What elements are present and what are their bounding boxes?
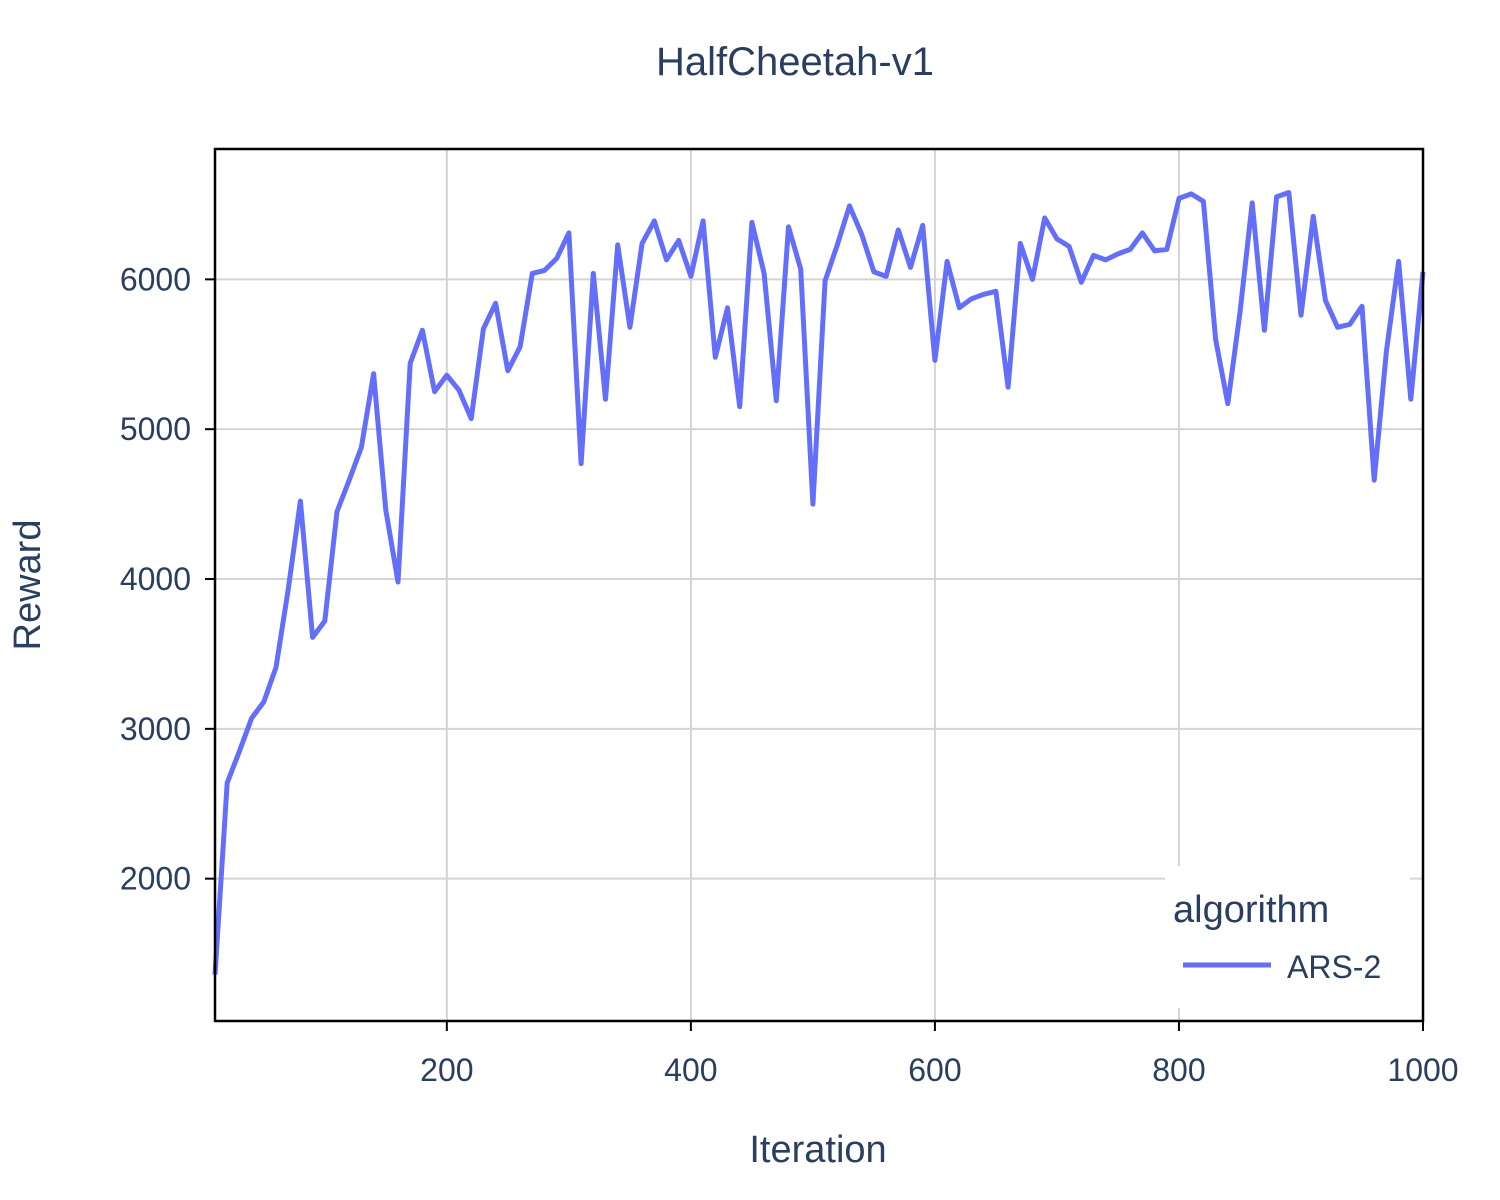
y-axis-label: Reward: [7, 520, 49, 651]
plot-frame: [213, 147, 1425, 1023]
x-tick-label: 200: [420, 1052, 473, 1088]
x-tick-label: 1000: [1387, 1052, 1458, 1088]
x-tick-label: 600: [908, 1052, 961, 1088]
grid-lines: [215, 149, 1424, 1021]
y-tick-label: 4000: [120, 561, 191, 597]
series-layer: [212, 190, 1426, 975]
legend-background: [1165, 866, 1410, 1008]
x-tick-label: 400: [664, 1052, 717, 1088]
y-tick-label: 5000: [120, 411, 191, 447]
y-tick-label: 2000: [120, 861, 191, 897]
legend-title: algorithm: [1173, 889, 1329, 931]
series-line-ars-2: [212, 190, 1426, 975]
y-tick-label: 3000: [120, 711, 191, 747]
legend: algorithm ARS-2: [1165, 866, 1410, 1008]
x-axis-label: Iteration: [749, 1129, 886, 1171]
x-tick-label: 800: [1152, 1052, 1205, 1088]
chart-title: HalfCheetah-v1: [656, 40, 934, 84]
y-tick-label: 6000: [120, 261, 191, 297]
tick-layer: 200 400 600 800 1000 2000 3000 4000 5000 6000: [120, 261, 1459, 1088]
legend-entry-ars-2: ARS-2: [1287, 949, 1381, 985]
